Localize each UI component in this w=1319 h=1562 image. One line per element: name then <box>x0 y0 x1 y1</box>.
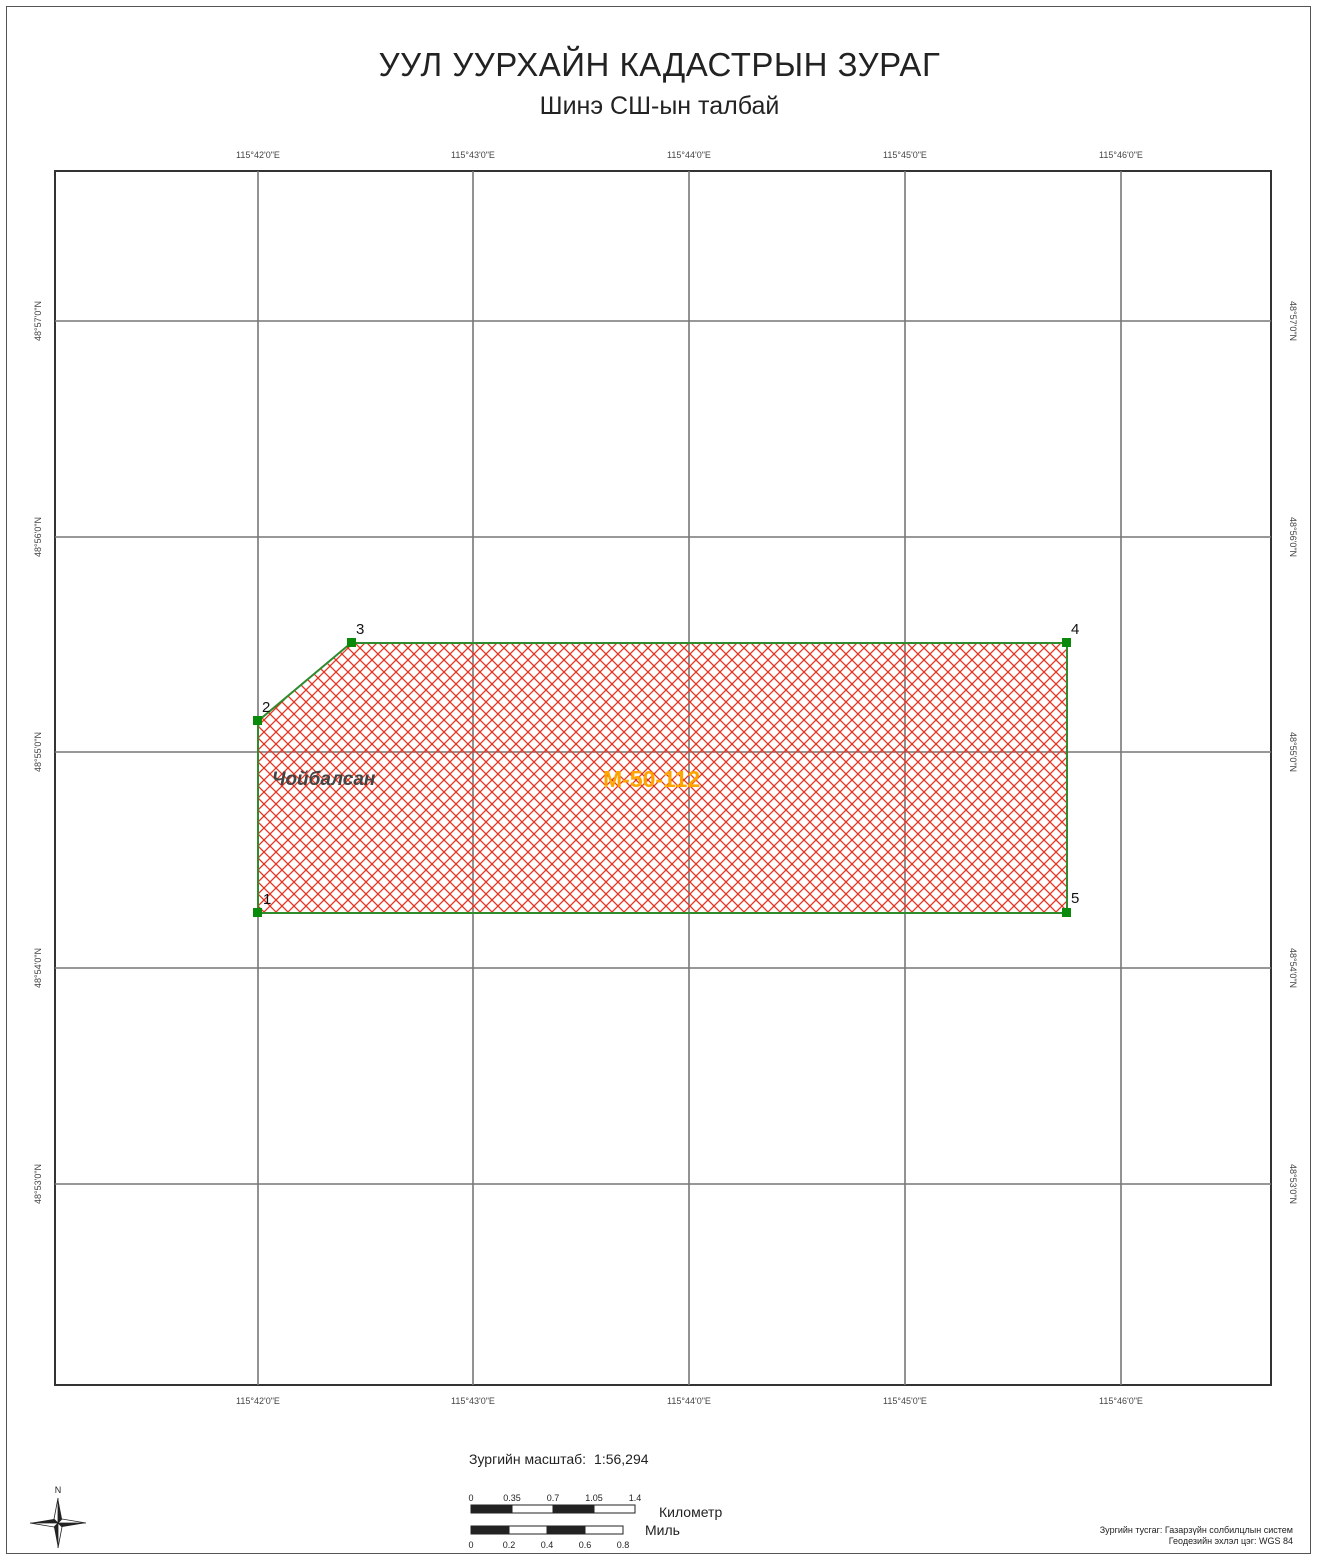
lon-label: 115°46'0"E <box>1099 1396 1143 1406</box>
sheet-label: M-50-112 <box>603 766 700 792</box>
scale-km-tick: 1.4 <box>629 1493 642 1503</box>
scale-statement: Зургийн масштаб: 1:56,294 <box>469 1451 649 1467</box>
lon-label: 115°45'0"E <box>883 1396 927 1406</box>
vertex-marker[interactable] <box>1062 638 1071 647</box>
vertex-marker[interactable] <box>253 908 262 917</box>
lat-label: 48°56'0"N <box>1288 517 1298 557</box>
map-subtitle: Шинэ СШ-ын талбай <box>539 92 780 120</box>
lon-labels-bottom: 115°42'0"E 115°43'0"E 115°44'0"E 115°45'… <box>236 1396 1143 1406</box>
scale-mile-tick: 0.2 <box>503 1540 516 1550</box>
scale-value: 1:56,294 <box>594 1451 649 1467</box>
scale-km-unit: Километр <box>659 1504 722 1520</box>
lon-labels-top: 115°42'0"E 115°43'0"E 115°44'0"E 115°45'… <box>236 150 1143 160</box>
scale-km-tick: 0.35 <box>503 1493 521 1503</box>
parcel-vertices <box>253 638 1071 917</box>
lat-label: 48°57'0"N <box>1288 301 1298 341</box>
scale-km-tick: 1.05 <box>585 1493 603 1503</box>
scale-label: Зургийн масштаб: <box>469 1451 587 1467</box>
vertex-label: 5 <box>1071 890 1079 907</box>
vertex-marker[interactable] <box>253 716 262 725</box>
scale-mile-tick: 0 <box>468 1540 473 1550</box>
lat-label: 48°54'0"N <box>33 948 43 988</box>
lat-label: 48°53'0"N <box>1288 1164 1298 1204</box>
compass-rose-icon: N <box>29 1485 87 1549</box>
vertex-marker[interactable] <box>1062 908 1071 917</box>
vertex-label: 2 <box>262 699 270 716</box>
scale-bar-mile: 0 0.2 0.4 0.6 0.8 Миль <box>468 1522 679 1550</box>
datum-note: Геодезийн эхлэл цэг: WGS 84 <box>1168 1536 1293 1546</box>
lon-label: 115°44'0"E <box>667 1396 711 1406</box>
map-credits: Зургийн тусгаг: Газарзүйн солбилцлын сис… <box>1100 1525 1293 1547</box>
lat-label: 48°57'0"N <box>33 301 43 341</box>
lon-label: 115°43'0"E <box>451 1396 495 1406</box>
vertex-label: 3 <box>356 621 364 638</box>
vertex-marker[interactable] <box>347 638 356 647</box>
lat-labels-left: 48°57'0"N 48°56'0"N 48°55'0"N 48°54'0"N … <box>33 301 43 1204</box>
lon-label: 115°46'0"E <box>1099 150 1143 160</box>
lon-label: 115°45'0"E <box>883 150 927 160</box>
scale-bar-km: 0 0.35 0.7 1.05 1.4 Километр <box>468 1493 722 1520</box>
lon-label: 115°42'0"E <box>236 1396 280 1406</box>
north-letter: N <box>55 1485 62 1495</box>
lat-label: 48°53'0"N <box>33 1164 43 1204</box>
lat-label: 48°55'0"N <box>33 732 43 772</box>
lon-label: 115°42'0"E <box>236 150 280 160</box>
lon-label: 115°44'0"E <box>667 150 711 160</box>
vertex-label: 4 <box>1071 621 1079 638</box>
scale-mile-tick: 0.8 <box>617 1540 630 1550</box>
lat-label: 48°54'0"N <box>1288 948 1298 988</box>
scale-km-tick: 0.7 <box>547 1493 560 1503</box>
lat-label: 48°56'0"N <box>33 517 43 557</box>
vertex-label: 1 <box>263 891 271 908</box>
parcel-polygon[interactable] <box>257 642 1068 914</box>
projection-note: Зургийн тусгаг: Газарзүйн солбилцлын сис… <box>1099 1525 1293 1535</box>
scale-mile-tick: 0.6 <box>579 1540 592 1550</box>
page-frame <box>6 6 1311 1554</box>
place-label: Чойбалсан <box>272 769 376 790</box>
graticule <box>55 171 1271 1385</box>
lat-labels-right: 48°57'0"N 48°56'0"N 48°55'0"N 48°54'0"N … <box>1288 301 1298 1204</box>
vertex-labels: 1 2 3 4 5 <box>262 621 1079 908</box>
lat-label: 48°55'0"N <box>1288 732 1298 772</box>
scale-mile-unit: Миль <box>645 1522 680 1538</box>
scale-km-tick: 0 <box>468 1493 473 1503</box>
map-title: УУЛ УУРХАЙН КАДАСТРЫН ЗУРАГ <box>378 46 941 83</box>
scale-mile-tick: 0.4 <box>541 1540 554 1550</box>
lon-label: 115°43'0"E <box>451 150 495 160</box>
